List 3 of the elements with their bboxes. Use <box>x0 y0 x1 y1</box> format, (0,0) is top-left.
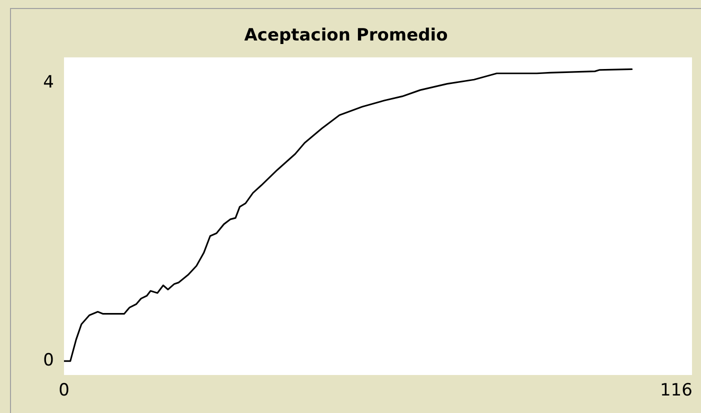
x-tick-label: 116 <box>660 380 692 401</box>
y-tick-label: 4 <box>43 72 54 93</box>
chart-title: Aceptacion Promedio <box>244 26 448 46</box>
